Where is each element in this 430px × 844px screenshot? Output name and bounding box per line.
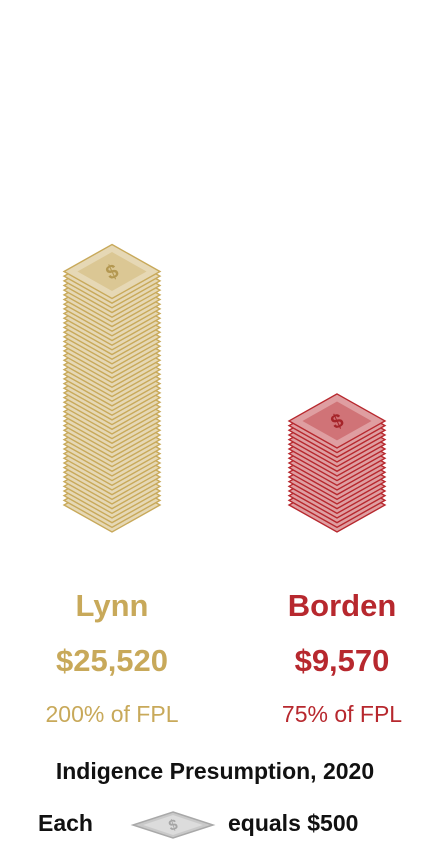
value-label-lynn: $25,520 — [55, 643, 169, 678]
fpl-label-lynn: 200% of FPL — [45, 701, 179, 727]
value-label-borden: $9,570 — [294, 643, 390, 678]
stack-lynn: $ — [62, 243, 162, 533]
legend-prefix: Each — [38, 810, 93, 836]
category-label-lynn: Lynn — [75, 588, 149, 623]
legend: Each $ equals $500 — [0, 810, 430, 840]
top-bill-face-borden — [302, 401, 372, 441]
chart-stacks: $$ — [62, 243, 387, 533]
legend-suffix: equals $500 — [228, 810, 359, 836]
category-label-borden: Borden — [287, 588, 397, 623]
fpl-label-borden: 75% of FPL — [281, 701, 403, 727]
dollar-bill-icon: $ — [130, 811, 216, 839]
top-bill-face-lynn — [77, 252, 147, 291]
chart-title: Indigence Presumption, 2020 — [55, 758, 375, 784]
stack-borden: $ — [287, 393, 387, 533]
